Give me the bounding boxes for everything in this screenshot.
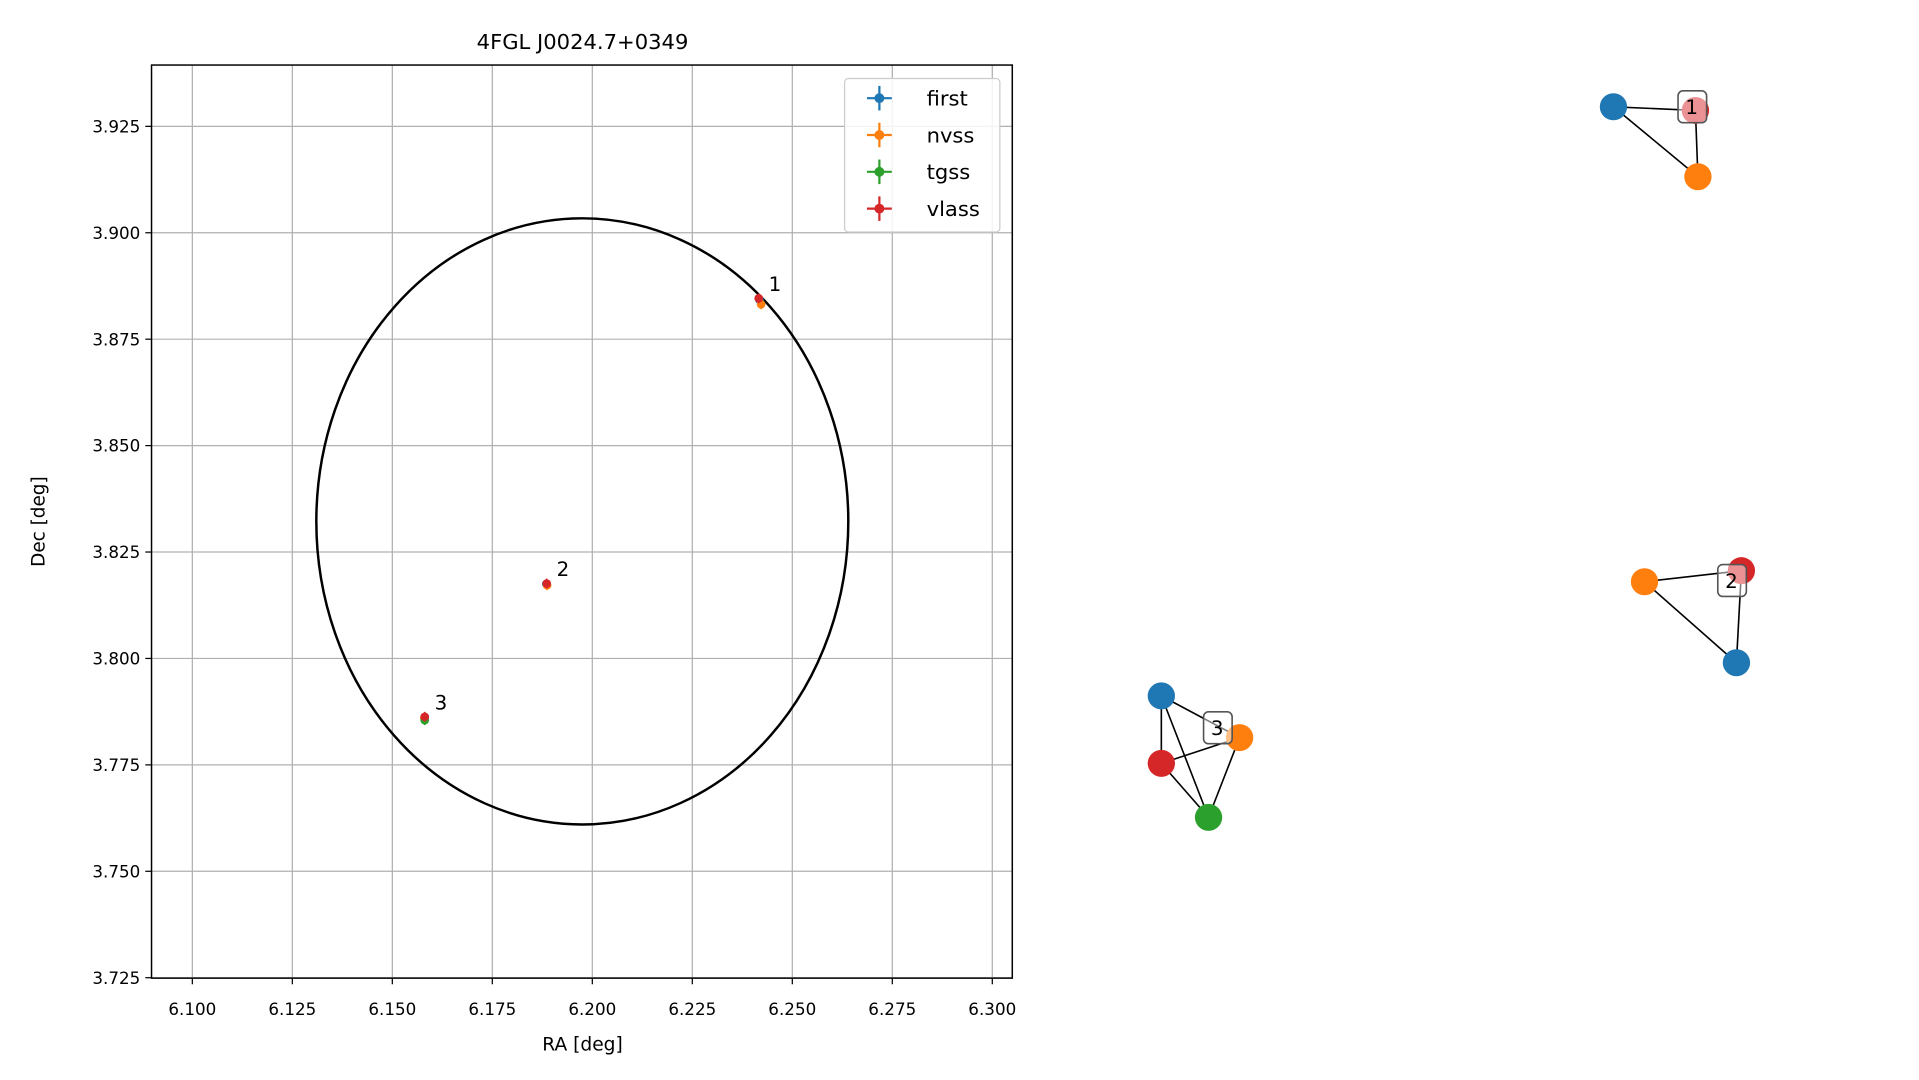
annotation: 3 [435, 692, 448, 715]
y-tick-label: 3.925 [92, 118, 140, 137]
legend-symbol [874, 93, 885, 104]
node [1722, 649, 1751, 677]
point [754, 294, 764, 303]
annotation: 1 [769, 273, 782, 296]
legend-symbol [874, 203, 885, 214]
node-label-box [1716, 563, 1748, 598]
node [1599, 93, 1628, 121]
axes-frame [150, 64, 1014, 979]
y-tick-label: 3.775 [92, 756, 140, 775]
chart-title: 4FGL J0024.7+0349 [477, 30, 689, 54]
edge [1207, 737, 1241, 818]
node [1147, 749, 1175, 777]
node [1194, 803, 1223, 831]
node-label: 1 [1685, 96, 1698, 119]
point [542, 579, 552, 588]
node [1684, 163, 1712, 191]
x-tick-label: 6.275 [868, 1000, 916, 1019]
edge [1643, 581, 1737, 664]
node [1147, 682, 1175, 710]
node-label: 2 [1725, 570, 1738, 593]
y-tick-label: 3.800 [92, 650, 140, 669]
network-graph: 1 2 3 [1147, 90, 1756, 831]
legend-symbol [874, 130, 885, 140]
legend-box [843, 77, 1001, 233]
x-tick-label: 6.100 [168, 1000, 216, 1019]
y-tick-label: 3.825 [92, 543, 140, 562]
x-tick-label: 6.125 [268, 1000, 316, 1019]
legend-symbol [874, 166, 885, 177]
y-tick-label: 3.750 [92, 863, 140, 882]
y-tick-label: 3.875 [92, 330, 140, 349]
y-tick-label: 3.850 [92, 437, 140, 456]
legend-label: tgss [927, 160, 971, 184]
edge [1612, 106, 1699, 178]
x-tick-label: 6.200 [568, 1000, 616, 1019]
legend-label: first [927, 87, 968, 111]
marker [420, 711, 430, 722]
node-label: 3 [1211, 717, 1224, 740]
x-tick-label: 6.300 [968, 1000, 1016, 1019]
x-tick-label: 6.250 [768, 1000, 816, 1019]
node-label-box [1677, 90, 1708, 124]
annotation: 2 [557, 558, 570, 581]
y-axis-label: Dec [deg] [29, 476, 50, 567]
marker [754, 293, 764, 304]
y-tick-label: 3.725 [92, 969, 140, 988]
marker [542, 578, 552, 589]
y-tick-label: 3.900 [92, 224, 140, 243]
x-tick-label: 6.225 [668, 1000, 716, 1019]
legend-label: nvss [927, 123, 975, 147]
x-axis-label: RA [deg] [542, 1035, 622, 1056]
node [1630, 568, 1659, 596]
legend-label: vlass [927, 197, 980, 221]
error-ellipse [315, 217, 850, 826]
node-label-box [1202, 711, 1233, 745]
x-tick-label: 6.150 [368, 1000, 416, 1019]
x-tick-label: 6.175 [468, 1000, 516, 1019]
edge [1160, 695, 1210, 818]
legend: first nvss tgss vlass [843, 77, 1001, 233]
point [420, 712, 430, 722]
plot-area: 6.100 6.125 6.150 6.175 6.200 6.225 6.250 6.275… [92, 64, 1016, 1019]
